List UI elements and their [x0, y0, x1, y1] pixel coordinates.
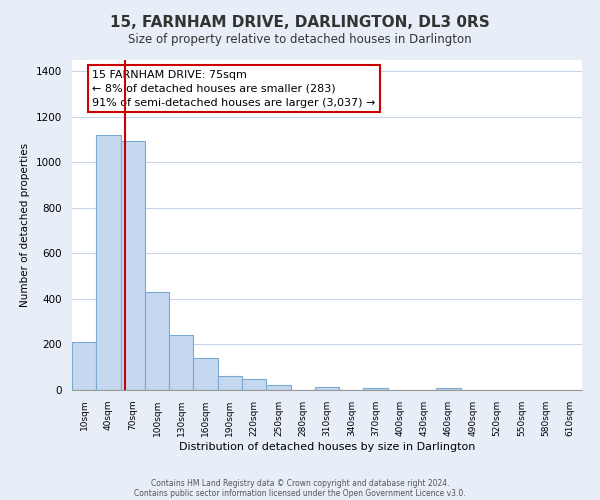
Y-axis label: Number of detached properties: Number of detached properties	[20, 143, 31, 307]
Bar	[218, 376, 242, 390]
Text: 15 FARNHAM DRIVE: 75sqm
← 8% of detached houses are smaller (283)
91% of semi-de: 15 FARNHAM DRIVE: 75sqm ← 8% of detached…	[92, 70, 376, 108]
Text: Contains HM Land Registry data © Crown copyright and database right 2024.: Contains HM Land Registry data © Crown c…	[151, 478, 449, 488]
Bar	[266, 385, 290, 390]
Bar	[121, 141, 145, 390]
Text: 15, FARNHAM DRIVE, DARLINGTON, DL3 0RS: 15, FARNHAM DRIVE, DARLINGTON, DL3 0RS	[110, 15, 490, 30]
Text: Contains public sector information licensed under the Open Government Licence v3: Contains public sector information licen…	[134, 488, 466, 498]
Bar	[315, 386, 339, 390]
Bar	[436, 388, 461, 390]
Bar	[364, 388, 388, 390]
Text: Size of property relative to detached houses in Darlington: Size of property relative to detached ho…	[128, 32, 472, 46]
Bar	[145, 292, 169, 390]
Bar	[72, 342, 96, 390]
Bar	[96, 135, 121, 390]
Bar	[193, 358, 218, 390]
X-axis label: Distribution of detached houses by size in Darlington: Distribution of detached houses by size …	[179, 442, 475, 452]
Bar	[242, 379, 266, 390]
Bar	[169, 336, 193, 390]
